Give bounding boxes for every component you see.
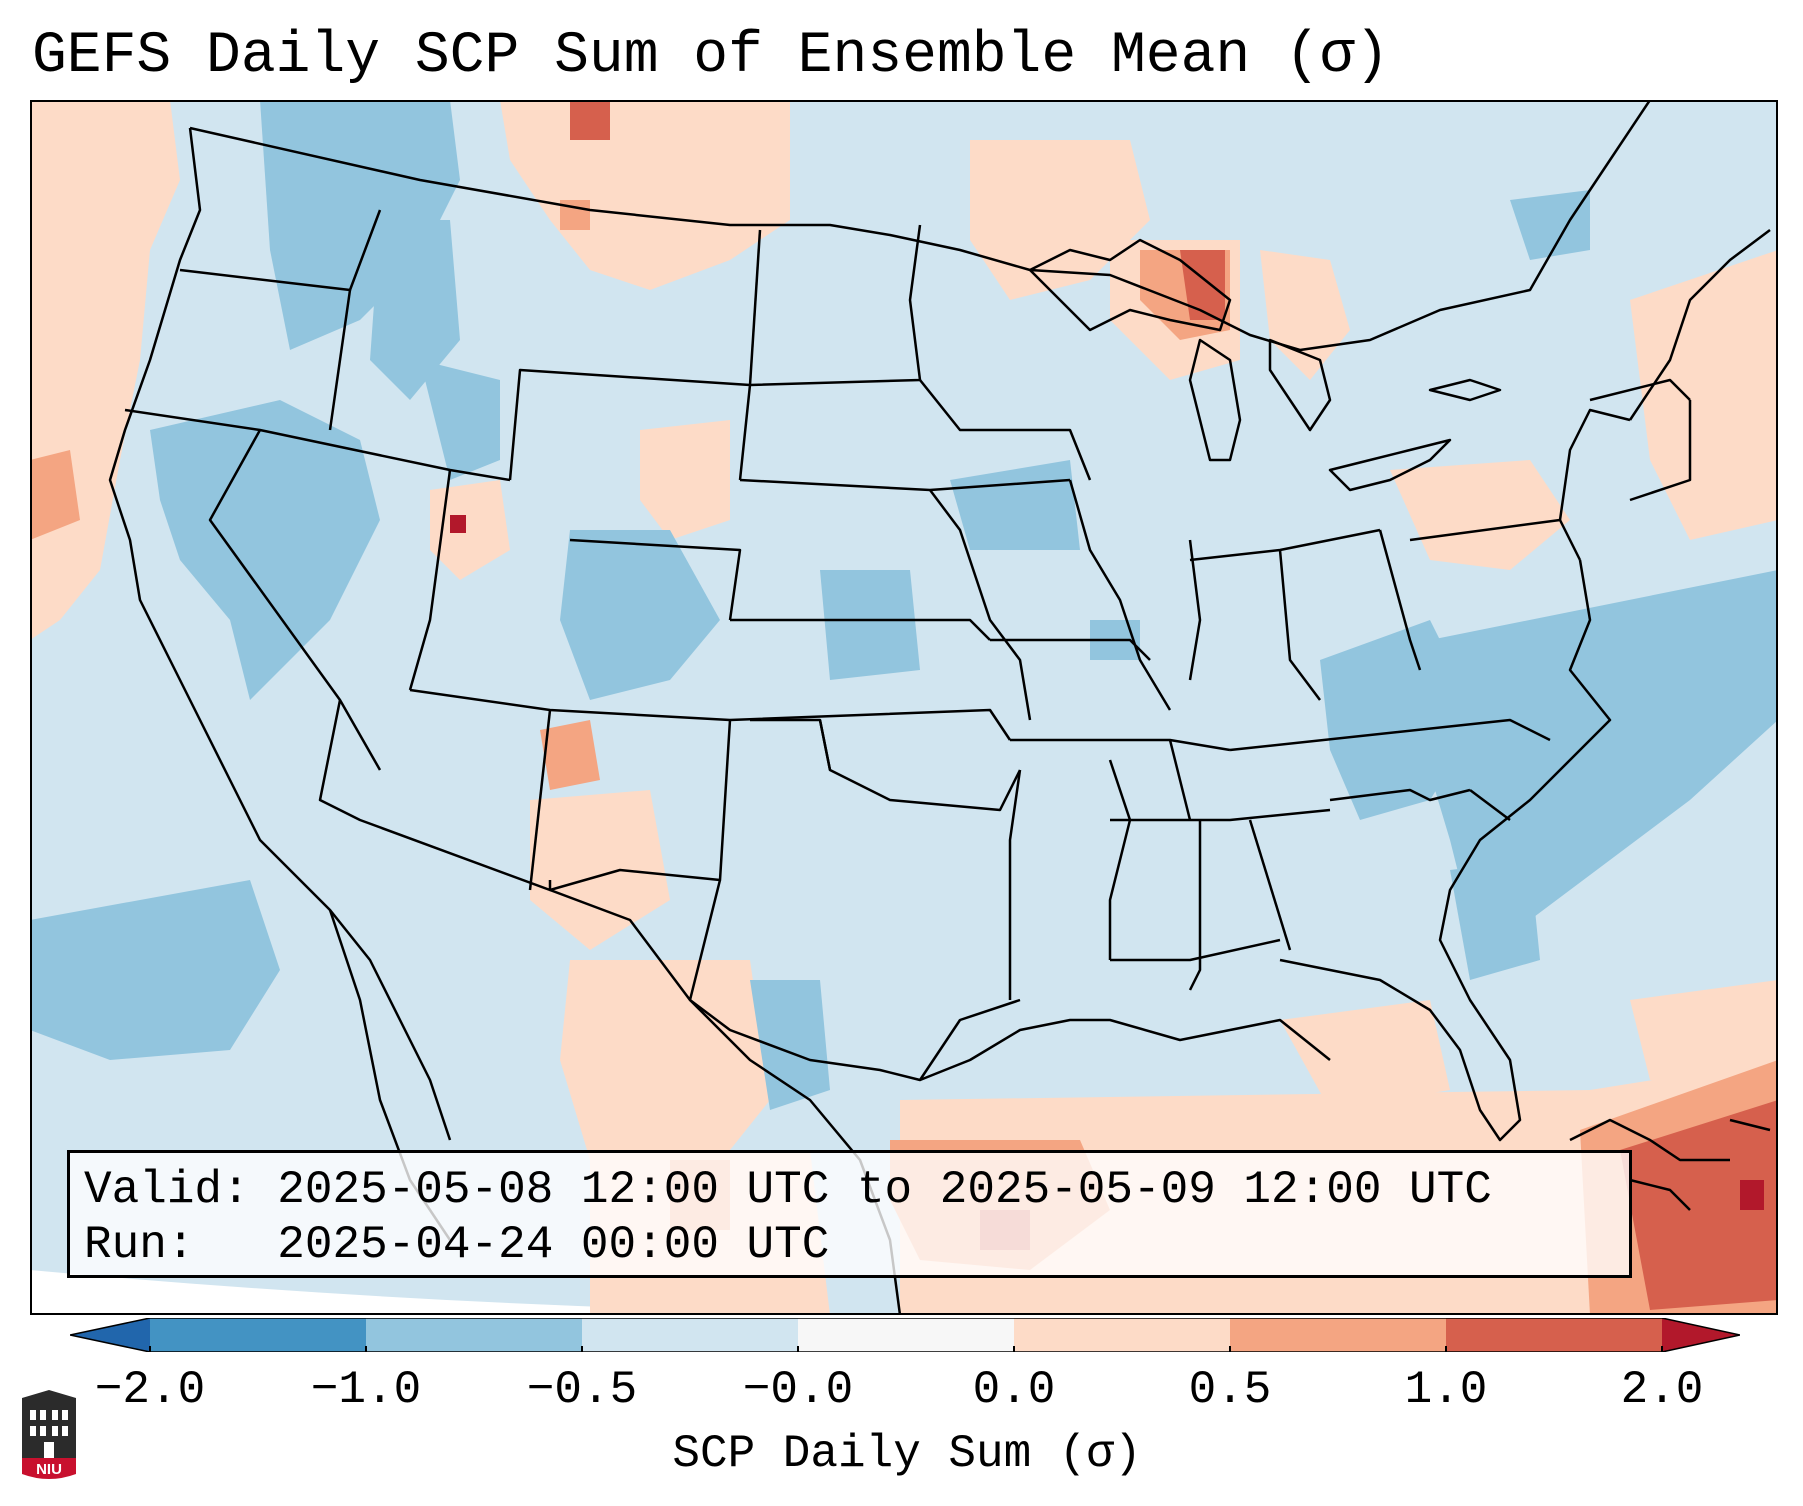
- colorbar-title: SCP Daily Sum (σ): [672, 1428, 1142, 1480]
- run-label: Run:: [84, 1219, 195, 1271]
- colorbar-bin-7: [1446, 1318, 1662, 1352]
- colorbar-tick-label: −0.0: [742, 1364, 854, 1416]
- state-boundaries: [108, 100, 1771, 1315]
- map-svg: [30, 100, 1778, 1315]
- chart-title: GEFS Daily SCP Sum of Ensemble Mean (σ): [32, 24, 1390, 89]
- logo-text: NIU: [36, 1461, 62, 1478]
- colorbar-tick-label: −0.5: [526, 1364, 638, 1416]
- niu-university-logo-icon: NIU: [22, 1390, 76, 1479]
- valid-run-info-box: Valid: 2025-05-08 12:00 UTC to 2025-05-0…: [67, 1150, 1632, 1278]
- colorbar-bin-5: [1014, 1318, 1230, 1352]
- domain-edge: [30, 1270, 1778, 1315]
- colorbar: [70, 1318, 1740, 1352]
- run-value: 2025-04-24 00:00 UTC: [277, 1219, 830, 1271]
- map-panel: [30, 100, 1778, 1315]
- valid-label: Valid:: [84, 1164, 250, 1216]
- colorbar-extend-low: [70, 1318, 150, 1352]
- colorbar-tick-label: 0.0: [972, 1364, 1056, 1416]
- map-border: [30, 100, 1778, 1315]
- anomaly-patches-positive-max: [450, 515, 1764, 1210]
- colorbar-bin-4: [798, 1318, 1014, 1352]
- colorbar-bin-6: [1230, 1318, 1446, 1352]
- colorbar-tick-label: 2.0: [1620, 1364, 1704, 1416]
- colorbar-tick-label: 1.0: [1404, 1364, 1488, 1416]
- colorbar-bin-1: [150, 1318, 366, 1352]
- anomaly-patches-negative: [30, 100, 1778, 1110]
- colorbar-tick-label: −1.0: [310, 1364, 422, 1416]
- valid-value: 2025-05-08 12:00 UTC to 2025-05-09 12:00…: [277, 1164, 1492, 1216]
- colorbar-tick-label: 0.5: [1188, 1364, 1272, 1416]
- colorbar-bin-2: [366, 1318, 582, 1352]
- colorbar-bin-3: [582, 1318, 798, 1352]
- colorbar-tick-label: −2.0: [94, 1364, 206, 1416]
- colorbar-extend-high: [1662, 1318, 1740, 1352]
